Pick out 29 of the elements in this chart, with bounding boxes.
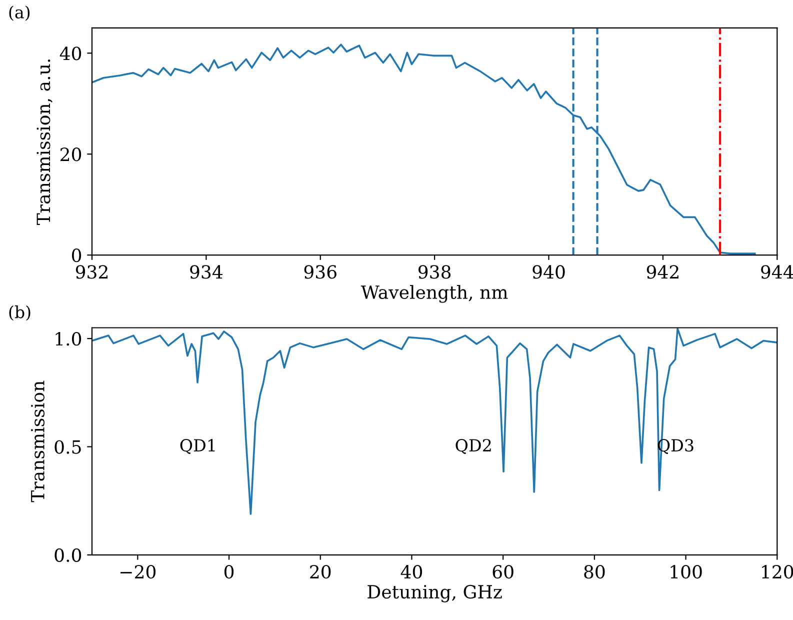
y-tick-label: 20 — [60, 148, 82, 162]
x-tick-label: 942 — [646, 265, 678, 279]
y-tick-label: 1.0 — [56, 332, 82, 346]
x-axis-title: Wavelength, nm — [360, 285, 508, 303]
x-tick-label: 940 — [532, 265, 565, 279]
x-tick-label: 936 — [304, 265, 336, 279]
x-tick-label: 60 — [492, 564, 514, 579]
text: (a) — [9, 6, 30, 21]
y-tick-label: 40 — [60, 46, 82, 60]
x-tick-label: 944 — [761, 265, 793, 279]
x-tick-label: 80 — [584, 564, 605, 579]
x-tick-label: 120 — [762, 564, 793, 579]
x-tick-label: −20 — [120, 564, 156, 579]
y-axis-title: Transmission — [30, 380, 44, 502]
y-tick-label: 0.5 — [54, 440, 81, 454]
text: (b) — [9, 305, 30, 321]
x-tick-label: 934 — [190, 265, 223, 279]
annotation: QD1 — [180, 439, 215, 454]
x-tick-label: 100 — [670, 564, 702, 579]
annotation: QD2 — [456, 439, 491, 454]
y-tick-label: 0 — [72, 248, 82, 262]
y-tick-label: 0.0 — [54, 548, 82, 562]
y-axis-title: Transmission, a.u. — [36, 59, 52, 225]
x-tick-label: 938 — [418, 265, 451, 279]
x-tick-label: 20 — [310, 564, 331, 579]
x-tick-label: 40 — [400, 564, 422, 579]
x-tick-label: 0 — [224, 564, 234, 579]
x-tick-label: 932 — [76, 265, 108, 279]
x-axis-title: Detuning, GHz — [368, 584, 502, 602]
